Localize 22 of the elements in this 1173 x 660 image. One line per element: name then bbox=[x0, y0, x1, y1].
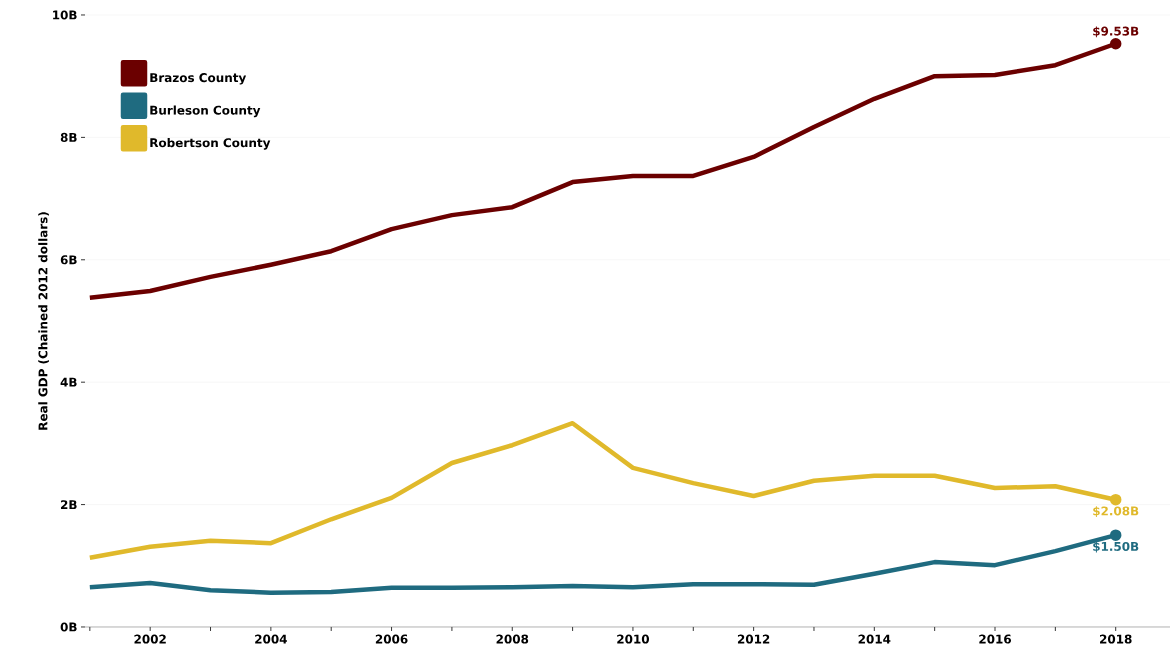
x-tick-label: 2004 bbox=[255, 634, 287, 644]
x-tick-label: 2006 bbox=[375, 634, 408, 644]
x-tick-label: 2008 bbox=[496, 634, 529, 644]
y-tick-label: 10B bbox=[53, 10, 77, 20]
legend-label: Robertson County bbox=[150, 137, 271, 150]
legend-label: Burleson County bbox=[150, 105, 261, 118]
y-tick-label: 2B bbox=[61, 500, 77, 510]
y-axis-title: Real GDP (Chained 2012 dollars) bbox=[38, 212, 49, 430]
y-tick-label: 6B bbox=[60, 255, 77, 265]
y-tick-label: 0B bbox=[60, 622, 77, 632]
y-tick-label: 8B bbox=[60, 132, 77, 142]
x-tick-label: 2010 bbox=[617, 634, 650, 644]
x-tick-label: 2016 bbox=[979, 634, 1012, 644]
data-label: $1.50B bbox=[1093, 541, 1139, 553]
data-label: $2.08B bbox=[1093, 506, 1139, 518]
y-tick-label: 4B bbox=[60, 377, 77, 387]
x-tick-label: 2014 bbox=[858, 634, 891, 644]
legend-label: Brazos County bbox=[150, 73, 247, 85]
x-tick-label: 2002 bbox=[134, 634, 166, 644]
x-tick-label: 2012 bbox=[737, 634, 770, 644]
data-label: $9.53B bbox=[1093, 26, 1139, 38]
x-tick-label: 2018 bbox=[1100, 634, 1132, 644]
